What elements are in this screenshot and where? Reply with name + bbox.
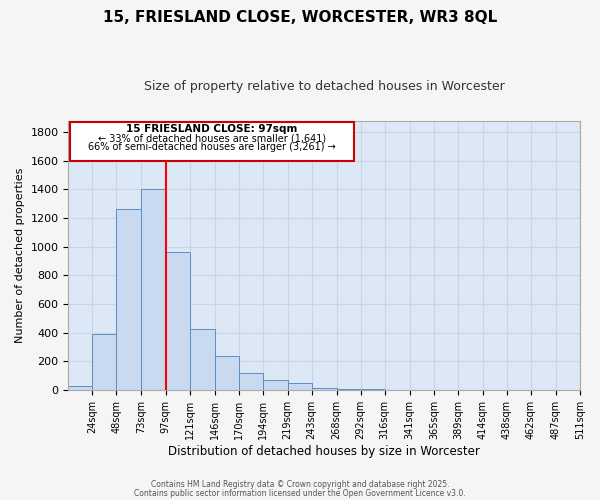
Text: Contains HM Land Registry data © Crown copyright and database right 2025.: Contains HM Land Registry data © Crown c… xyxy=(151,480,449,489)
Title: Size of property relative to detached houses in Worcester: Size of property relative to detached ho… xyxy=(144,80,505,93)
Y-axis label: Number of detached properties: Number of detached properties xyxy=(15,168,25,343)
Bar xyxy=(68,386,92,390)
Text: 66% of semi-detached houses are larger (3,261) →: 66% of semi-detached houses are larger (… xyxy=(88,142,336,152)
X-axis label: Distribution of detached houses by size in Worcester: Distribution of detached houses by size … xyxy=(168,444,480,458)
Bar xyxy=(166,252,190,390)
Bar xyxy=(361,389,385,390)
Bar xyxy=(92,334,116,390)
Bar xyxy=(116,208,142,390)
Bar xyxy=(337,389,361,390)
Bar xyxy=(190,329,215,390)
Bar xyxy=(215,356,239,390)
Bar xyxy=(239,374,263,390)
Text: ← 33% of detached houses are smaller (1,641): ← 33% of detached houses are smaller (1,… xyxy=(98,134,326,143)
Bar xyxy=(287,383,311,390)
FancyBboxPatch shape xyxy=(70,122,354,162)
Text: 15, FRIESLAND CLOSE, WORCESTER, WR3 8QL: 15, FRIESLAND CLOSE, WORCESTER, WR3 8QL xyxy=(103,10,497,25)
Bar xyxy=(263,380,287,390)
Bar xyxy=(142,188,166,390)
Bar xyxy=(311,388,337,390)
Text: 15 FRIESLAND CLOSE: 97sqm: 15 FRIESLAND CLOSE: 97sqm xyxy=(127,124,298,134)
Text: Contains public sector information licensed under the Open Government Licence v3: Contains public sector information licen… xyxy=(134,488,466,498)
